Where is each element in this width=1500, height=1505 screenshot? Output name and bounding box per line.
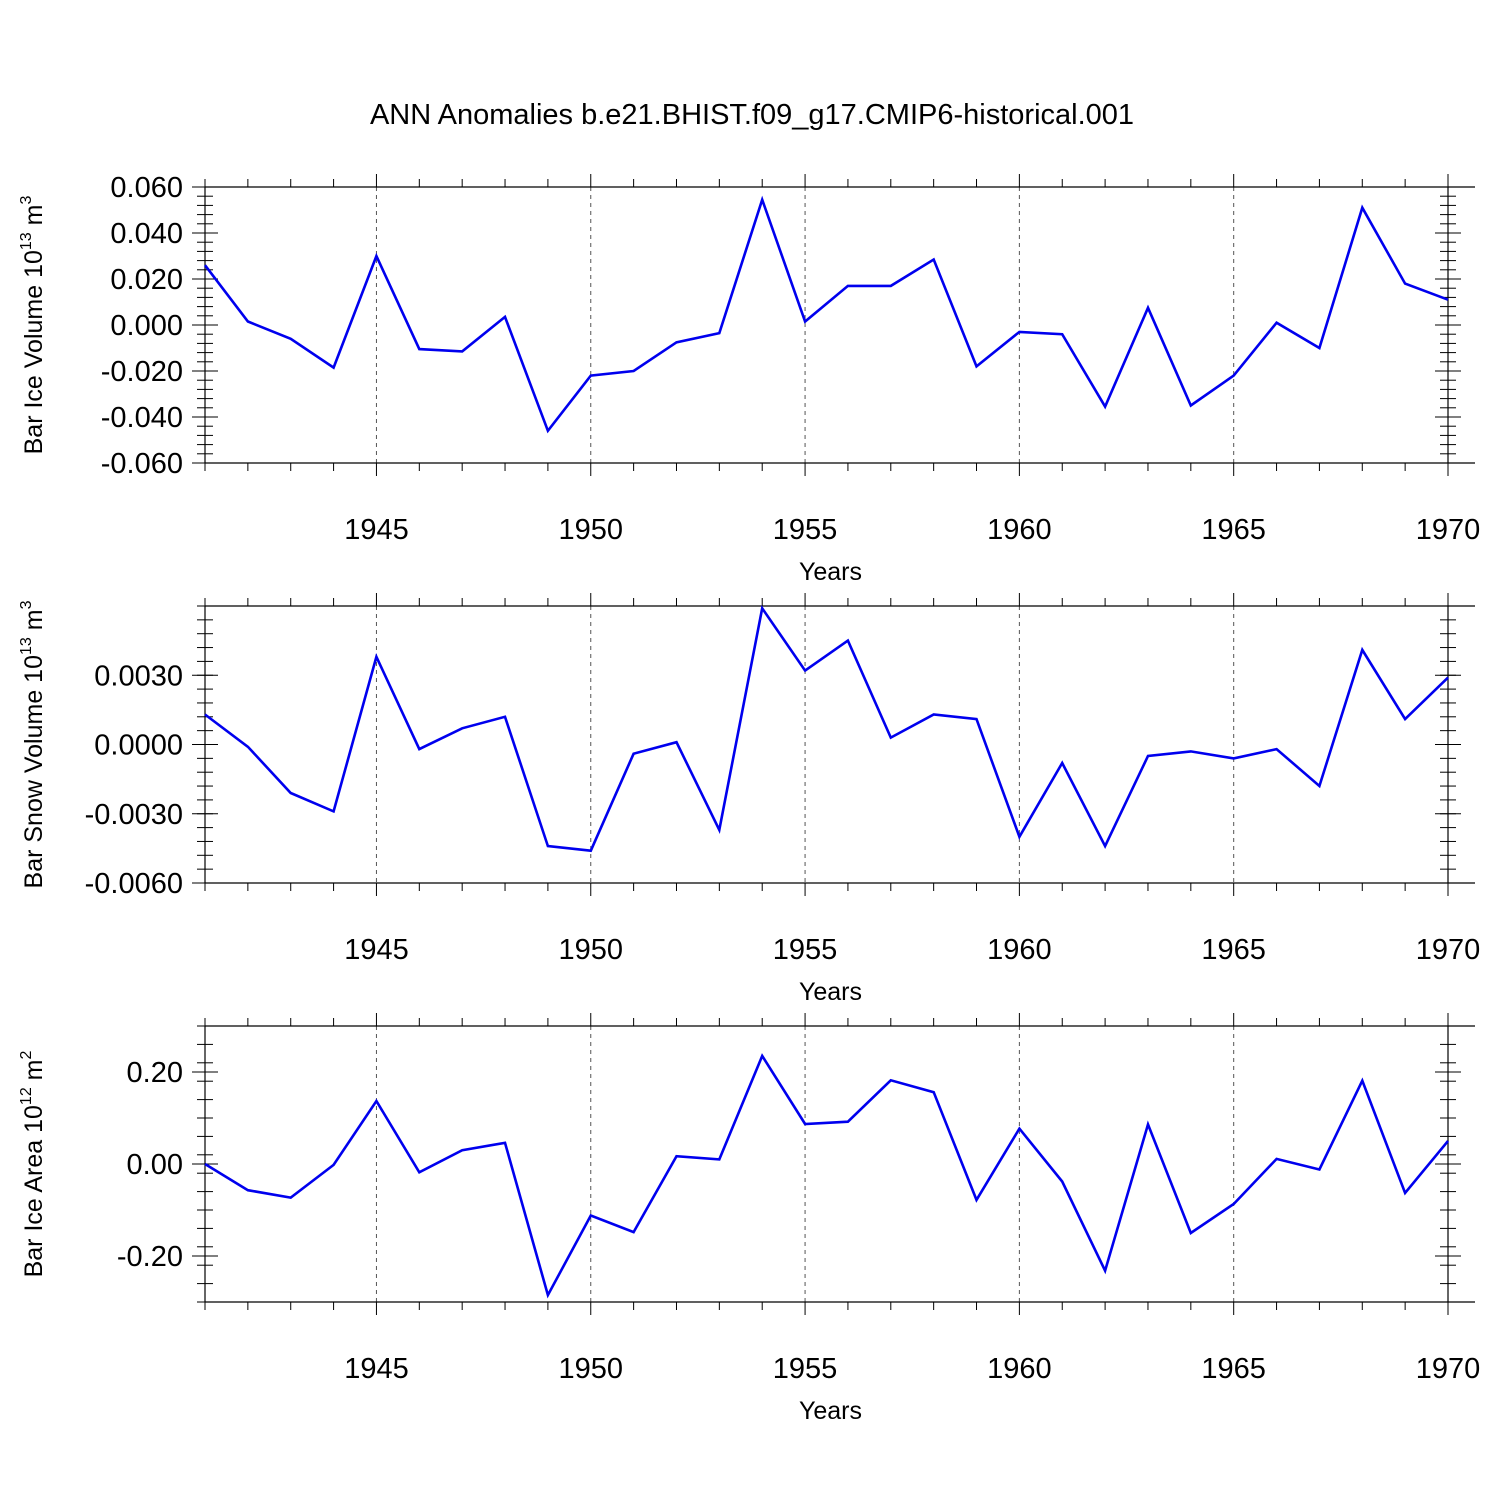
y-axis-label: Bar Ice Area 1012 m2 xyxy=(18,1051,48,1278)
y-axis-label-text: Bar Ice Area 10 xyxy=(20,1105,48,1277)
x-axis-label: Years xyxy=(799,1397,862,1425)
x-tick-label: 1945 xyxy=(344,514,409,546)
y-axis-label-text: m xyxy=(20,609,48,637)
x-tick-label: 1955 xyxy=(773,934,838,966)
x-axis-label: Years xyxy=(799,978,862,1006)
x-tick-label: 1950 xyxy=(559,1353,624,1385)
panel-2: -0.0060 -0.0030 0.0000 0.0030 1945 1950 1955 19… xyxy=(18,593,1480,1006)
y-tick-label: 0.20 xyxy=(127,1057,183,1089)
y-tick-label: 0.0000 xyxy=(94,730,183,762)
x-tick-label: 1970 xyxy=(1416,514,1481,546)
panel-3: -0.20 0.00 0.20 1945 1950 1955 1960 1965 1970 Yea… xyxy=(18,1013,1480,1425)
x-tick-label: 1950 xyxy=(559,934,624,966)
y-axis-label-text: Bar Ice Volume 10 xyxy=(20,250,48,454)
y-axis-label-superscript: 13 xyxy=(18,232,35,250)
x-tick-label: 1945 xyxy=(344,934,409,966)
x-tick-label: 1970 xyxy=(1416,1353,1481,1385)
x-tick-label: 1950 xyxy=(559,514,624,546)
y-tick-label: -0.060 xyxy=(101,448,183,480)
y-tick-label: 0.000 xyxy=(110,310,183,342)
y-tick-label: 0.0030 xyxy=(94,660,183,692)
y-axis-label-superscript: 2 xyxy=(18,1051,35,1060)
x-axis-label: Years xyxy=(799,558,862,586)
x-tick-label: 1960 xyxy=(987,1353,1052,1385)
y-axis-label: Bar Ice Volume 1013 m3 xyxy=(18,196,48,455)
x-tick-label: 1955 xyxy=(773,514,838,546)
y-tick-label: 0.060 xyxy=(110,172,183,204)
y-tick-label: -0.20 xyxy=(117,1241,183,1273)
y-tick-label: 0.040 xyxy=(110,218,183,250)
y-axis-label-superscript: 3 xyxy=(18,600,35,609)
x-tick-label: 1960 xyxy=(987,934,1052,966)
y-tick-label: -0.020 xyxy=(101,356,183,388)
series-line xyxy=(204,605,1449,853)
y-tick-label: 0.00 xyxy=(127,1149,183,1181)
panel-1: -0.060 -0.040 -0.020 0.000 0.020 0.040 0.060 19… xyxy=(18,172,1480,586)
x-tick-label: 1955 xyxy=(773,1353,838,1385)
y-axis-label-superscript: 12 xyxy=(18,1087,35,1105)
series-line xyxy=(203,195,1449,434)
chart-title: ANN Anomalies b.e21.BHIST.f09_g17.CMIP6-… xyxy=(370,99,1134,131)
y-tick-label: -0.0060 xyxy=(85,868,183,900)
y-tick-label: 0.020 xyxy=(110,264,183,296)
x-tick-label: 1965 xyxy=(1201,934,1266,966)
y-axis-label-text: m xyxy=(20,205,48,233)
y-axis-label-superscript: 13 xyxy=(18,637,35,655)
series-line xyxy=(204,1053,1450,1299)
x-tick-label: 1945 xyxy=(344,1353,409,1385)
x-tick-label: 1960 xyxy=(987,514,1052,546)
x-tick-label: 1970 xyxy=(1416,934,1481,966)
y-axis-label-text: m xyxy=(20,1060,48,1088)
x-tick-label: 1965 xyxy=(1201,1353,1266,1385)
y-tick-label: -0.0030 xyxy=(85,799,183,831)
y-tick-label: -0.040 xyxy=(101,402,183,434)
x-tick-label: 1965 xyxy=(1201,514,1266,546)
panels: -0.060 -0.040 -0.020 0.000 0.020 0.040 0.060 19… xyxy=(18,172,1480,1425)
y-axis-label-superscript: 3 xyxy=(18,196,35,205)
y-axis-label-text: Bar Snow Volume 10 xyxy=(20,655,48,888)
y-axis-label: Bar Snow Volume 1013 m3 xyxy=(18,600,48,888)
